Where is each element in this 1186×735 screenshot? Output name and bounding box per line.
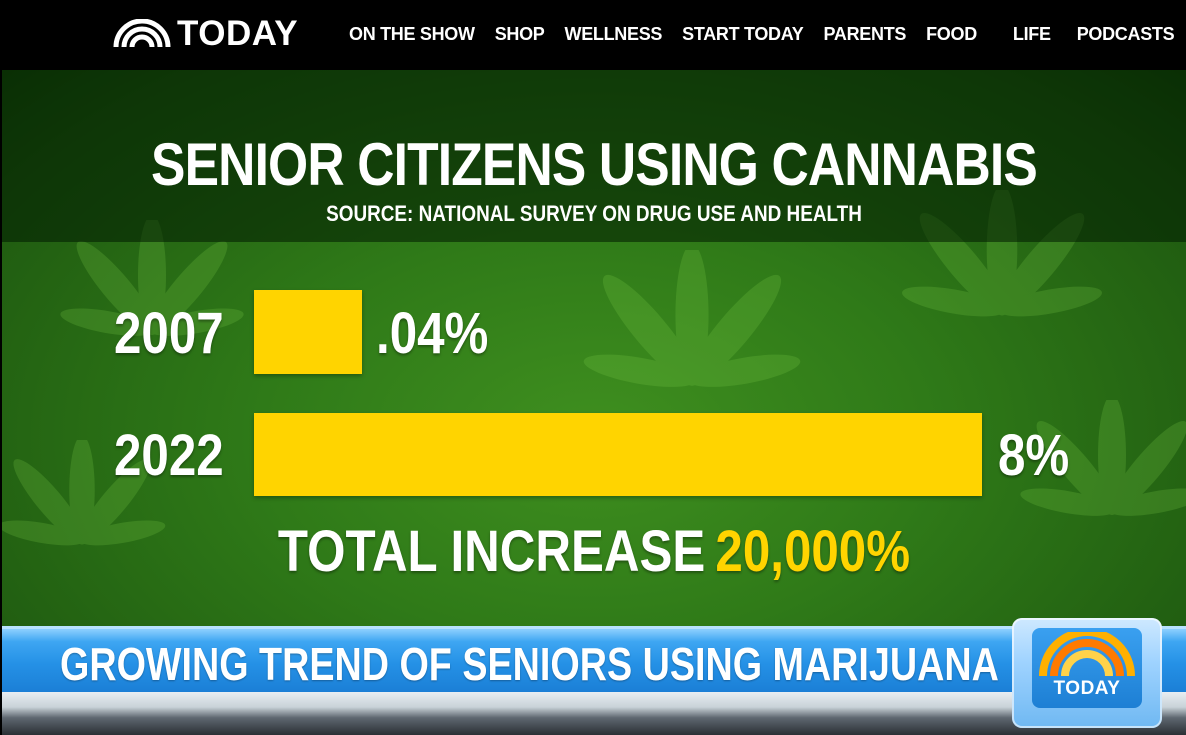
- cannabis-leaf-icon: [60, 220, 244, 336]
- category-label-2022: 2022: [114, 423, 224, 488]
- today-bug: TODAY: [1012, 618, 1162, 728]
- chart-source: SOURCE: NATIONAL SURVEY ON DRUG USE AND …: [326, 201, 862, 226]
- nav-item-shop[interactable]: SHOP: [494, 24, 545, 44]
- value-label-2007: .04%: [376, 301, 489, 366]
- rainbow-icon: [113, 19, 171, 48]
- nav-item-start-today[interactable]: START TODAY: [682, 24, 804, 44]
- video-frame[interactable]: SENIOR CITIZENS USING CANNABIS SOURCE: N…: [2, 70, 1186, 735]
- cannabis-leaf-icon: [2, 440, 166, 546]
- nav-item-podcasts[interactable]: PODCASTS: [1076, 24, 1175, 44]
- rainbow-icon: [1039, 632, 1135, 676]
- nav-item-life[interactable]: LIFE: [1012, 24, 1051, 44]
- nav-item-wellness[interactable]: WELLNESS: [564, 24, 663, 44]
- category-label-2007: 2007: [114, 301, 224, 366]
- frame-edge: [0, 70, 2, 735]
- nav-item-parents[interactable]: PARENTS: [823, 24, 907, 44]
- bar-2022: [254, 413, 982, 496]
- lower-third-banner: GROWING TREND OF SENIORS USING MARIJUANA: [2, 626, 1186, 692]
- main-nav: ON THE SHOW SHOP WELLNESS START TODAY PA…: [349, 22, 1175, 46]
- lower-third-text: GROWING TREND OF SENIORS USING MARIJUANA: [60, 638, 999, 690]
- site-header: TODAY ON THE SHOW SHOP WELLNESS START TO…: [0, 0, 1186, 70]
- value-label-2022: 8%: [998, 423, 1070, 488]
- lower-third-strip: [2, 692, 1186, 735]
- logo-text: TODAY: [177, 14, 299, 53]
- today-bug-text: TODAY: [1053, 678, 1121, 699]
- nav-item-on-the-show[interactable]: ON THE SHOW: [349, 24, 475, 44]
- total-increase: TOTAL INCREASE 20,000%: [91, 518, 1097, 586]
- bar-2007: [254, 290, 362, 374]
- title-band: [2, 70, 1186, 242]
- total-increase-value: 20,000%: [715, 519, 911, 584]
- total-increase-label: TOTAL INCREASE: [277, 519, 706, 584]
- nav-item-food[interactable]: FOOD: [926, 24, 977, 44]
- chart-title: SENIOR CITIZENS USING CANNABIS: [151, 131, 1038, 198]
- today-logo[interactable]: TODAY: [113, 14, 298, 54]
- cannabis-leaf-icon: [583, 250, 801, 387]
- cannabis-leaf-icon: [1020, 400, 1186, 516]
